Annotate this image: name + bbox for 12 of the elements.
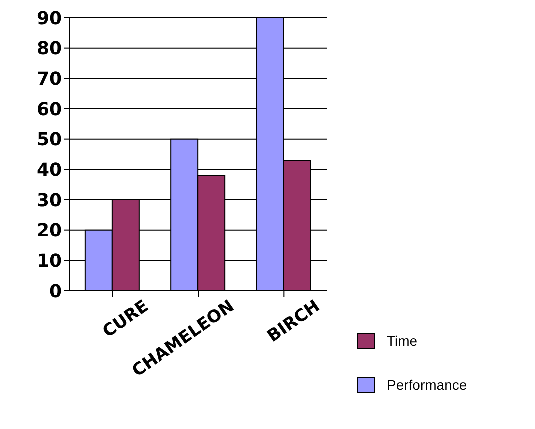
legend-label: Performance [387,377,468,393]
legend-label: Time [387,333,418,349]
y-tick-label: 0 [49,281,62,302]
y-tick-label: 90 [36,8,62,30]
y-tick-label: 10 [36,251,62,272]
y-tick-label: 50 [36,130,62,151]
y-tick-label: 30 [36,190,62,212]
y-tick-label: 20 [36,220,62,242]
y-tick-label: 70 [36,69,62,90]
y-tick-label: 60 [36,99,62,120]
y-tick-label: 40 [36,160,62,182]
y-tick-label: 80 [36,38,62,60]
